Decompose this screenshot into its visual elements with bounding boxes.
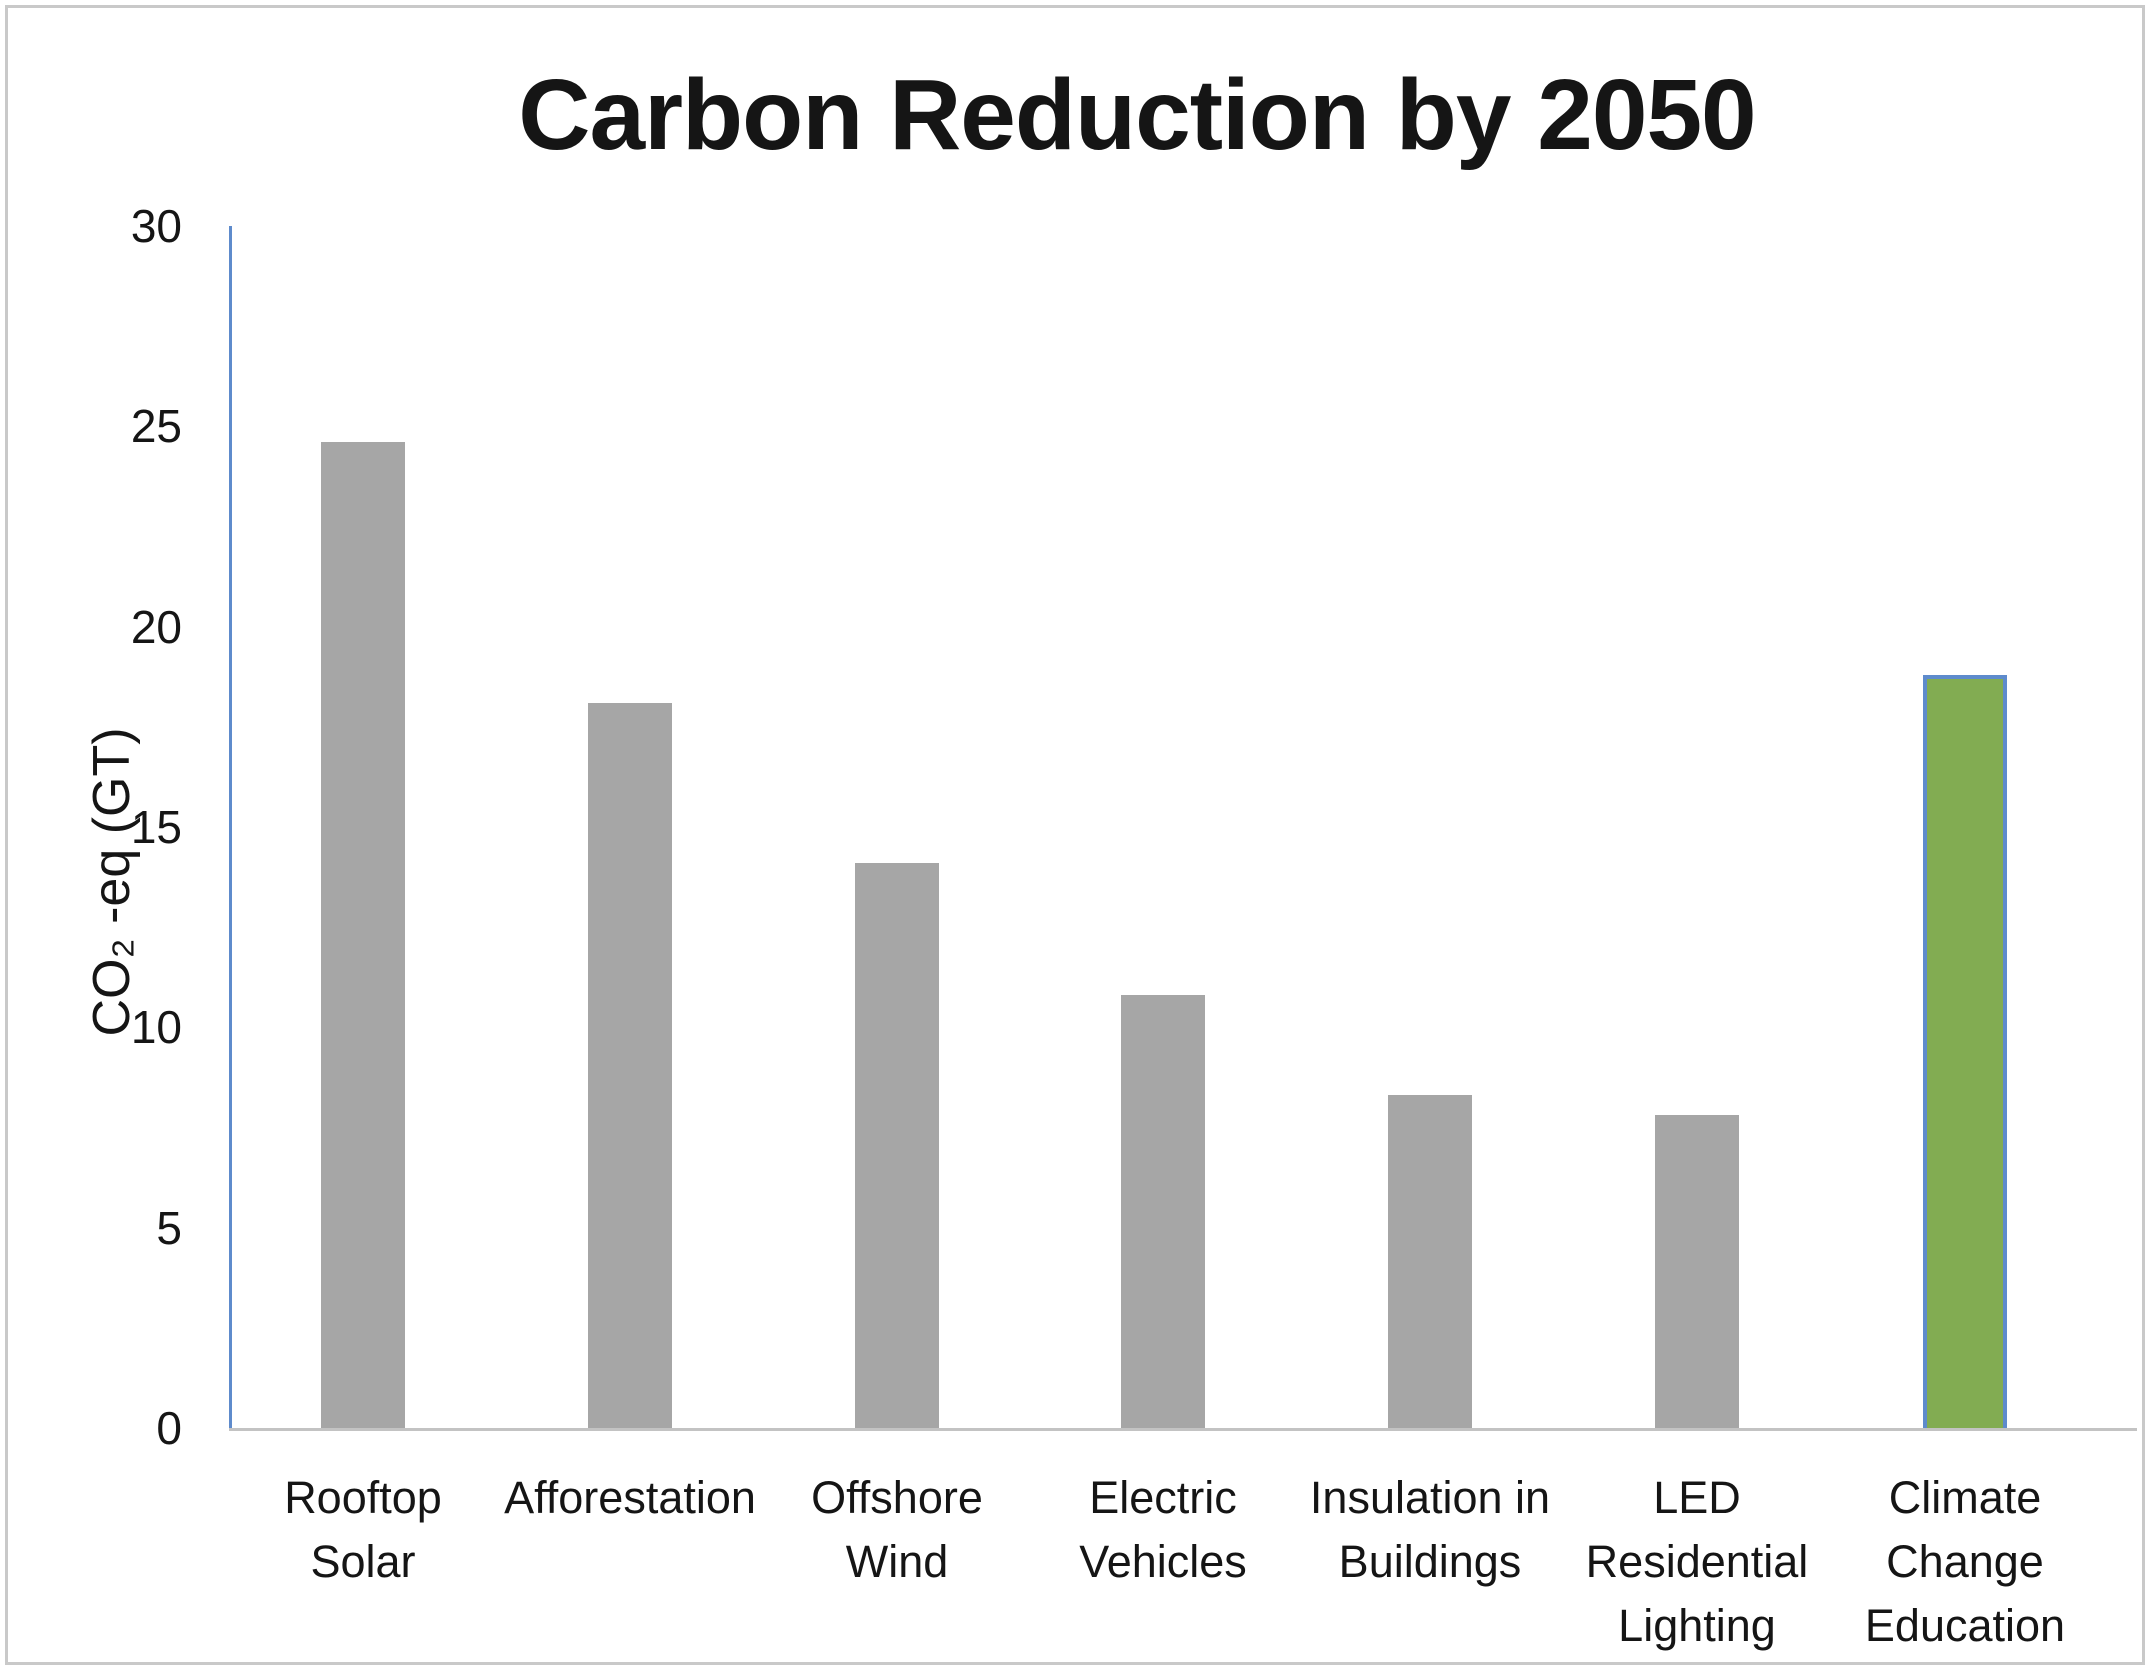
x-category-label-electric-vehicles: Electric Vehicles [1079, 1472, 1247, 1587]
y-tick-label: 20 [130, 600, 182, 653]
bar-climate-change-education [1923, 674, 2007, 1428]
plot-area: 0 5 10 15 20 25 30 [131, 203, 2140, 1451]
chart-title: Carbon Reduction by 2050 [518, 59, 1756, 171]
y-tick-label: 0 [156, 1402, 182, 1454]
y-tick-labels: 0 5 10 15 20 25 30 [100, 203, 182, 1451]
y-tick-label: 10 [130, 1001, 182, 1054]
bar-offshore-wind [855, 863, 939, 1428]
x-category-label-afforestation: Afforestation [504, 1472, 756, 1523]
bar-rooftop-solar [321, 442, 405, 1428]
x-category-label-offshore-wind: Offshore Wind [811, 1472, 983, 1587]
y-axis-line [229, 226, 232, 1428]
bar-afforestation [588, 702, 672, 1428]
x-category-label-insulation-in-buildings: Insulation in Buildings [1309, 1472, 1551, 1587]
y-tick-label: 25 [130, 400, 182, 453]
x-category-label-led-residential-lighting: LED Residential Lighting [1585, 1472, 1809, 1651]
x-category-label-climate-change-education: Climate Change Education [1864, 1472, 2066, 1651]
bar-electric-vehicles [1121, 995, 1205, 1428]
y-tick-label: 30 [130, 200, 182, 252]
x-category-label-rooftop-solar: Rooftop Solar [284, 1472, 442, 1587]
x-category-labels: Rooftop Solar Afforestation Offshore Wind E… [232, 1466, 2140, 1666]
bar-insulation-in-buildings [1388, 1095, 1472, 1428]
y-tick-label: 5 [156, 1201, 182, 1254]
y-tick-label: 15 [130, 801, 182, 853]
bar-led-residential-lighting [1655, 1115, 1739, 1428]
x-axis-line [229, 1428, 2137, 1431]
